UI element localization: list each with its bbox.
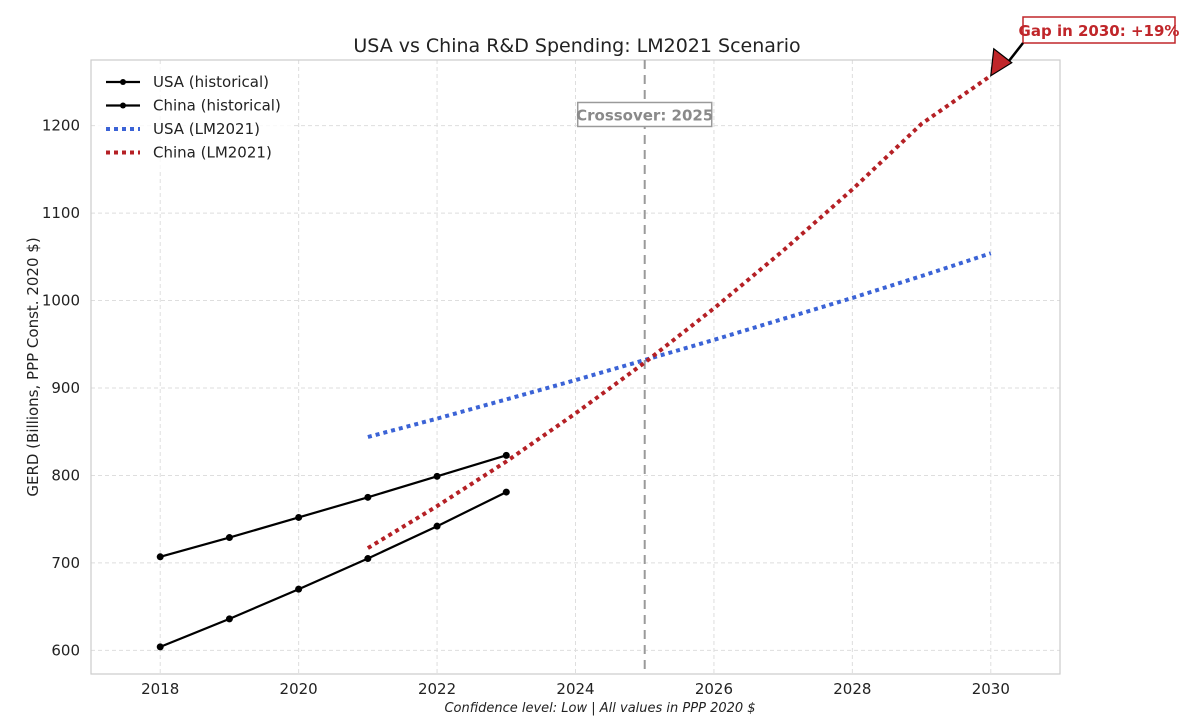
y-tick-label: 600 — [51, 641, 80, 659]
gap-label: Gap in 2030: +19% — [1019, 22, 1180, 40]
x-tick-label: 2026 — [695, 680, 733, 698]
data-point — [225, 615, 233, 623]
data-point — [364, 493, 372, 501]
x-tick-label: 2020 — [280, 680, 318, 698]
data-point — [502, 451, 510, 459]
legend-marker — [120, 79, 126, 85]
crossover-label: Crossover: 2025 — [576, 106, 713, 124]
series-line-1 — [159, 491, 507, 648]
gap-arrow-head — [990, 47, 1013, 77]
y-tick-label: 1100 — [42, 204, 80, 222]
crossover-label-box — [576, 101, 713, 128]
x-tick-label: 2028 — [833, 680, 871, 698]
y-tick-label: 900 — [51, 379, 80, 397]
data-point — [156, 553, 164, 561]
data-point — [295, 585, 303, 593]
data-point — [295, 513, 303, 521]
legend-label: China (LM2021) — [153, 144, 272, 162]
series-group — [156, 74, 992, 651]
legend-label: USA (LM2021) — [153, 120, 260, 138]
data-point — [433, 522, 441, 530]
y-tick-label: 1200 — [42, 117, 80, 135]
y-axis-label: GERD (Billions, PPP Const. 2020 $) — [24, 237, 42, 496]
x-tick-label: 2022 — [418, 680, 456, 698]
plot-frame — [90, 59, 1061, 675]
legend-label: China (historical) — [153, 97, 281, 115]
x-axis-ticks: 2018 2020 2022 2024 2026 2028 2030 — [141, 680, 1010, 698]
x-tick-label: 2024 — [556, 680, 594, 698]
series-line-3 — [366, 74, 992, 550]
data-point — [502, 488, 510, 496]
y-tick-label: 800 — [51, 466, 80, 484]
y-axis-ticks: 600 700 800 900 1000 1100 1200 — [42, 117, 80, 660]
x-tick-label: 2030 — [972, 680, 1010, 698]
series-line-0 — [159, 454, 507, 558]
legend: USA (historical) China (historical) USA (L… — [98, 66, 293, 170]
x-tick-label: 2018 — [141, 680, 179, 698]
x-axis-label: Confidence level: Low | All values in PP… — [444, 701, 755, 716]
gap-label-box — [1022, 16, 1176, 44]
y-tick-label: 1000 — [42, 292, 80, 310]
data-point — [225, 534, 233, 542]
data-point — [433, 472, 441, 480]
series-line-2 — [367, 251, 992, 439]
chart-title: USA vs China R&D Spending: LM2021 Scenar… — [353, 35, 800, 57]
legend-marker — [120, 102, 126, 109]
data-point — [364, 555, 372, 563]
y-tick-label: 700 — [51, 554, 80, 572]
legend-label: USA (historical) — [153, 73, 269, 91]
data-point — [156, 643, 164, 651]
annotations: Crossover: 2025 Gap in 2030: +19% — [576, 16, 1180, 128]
